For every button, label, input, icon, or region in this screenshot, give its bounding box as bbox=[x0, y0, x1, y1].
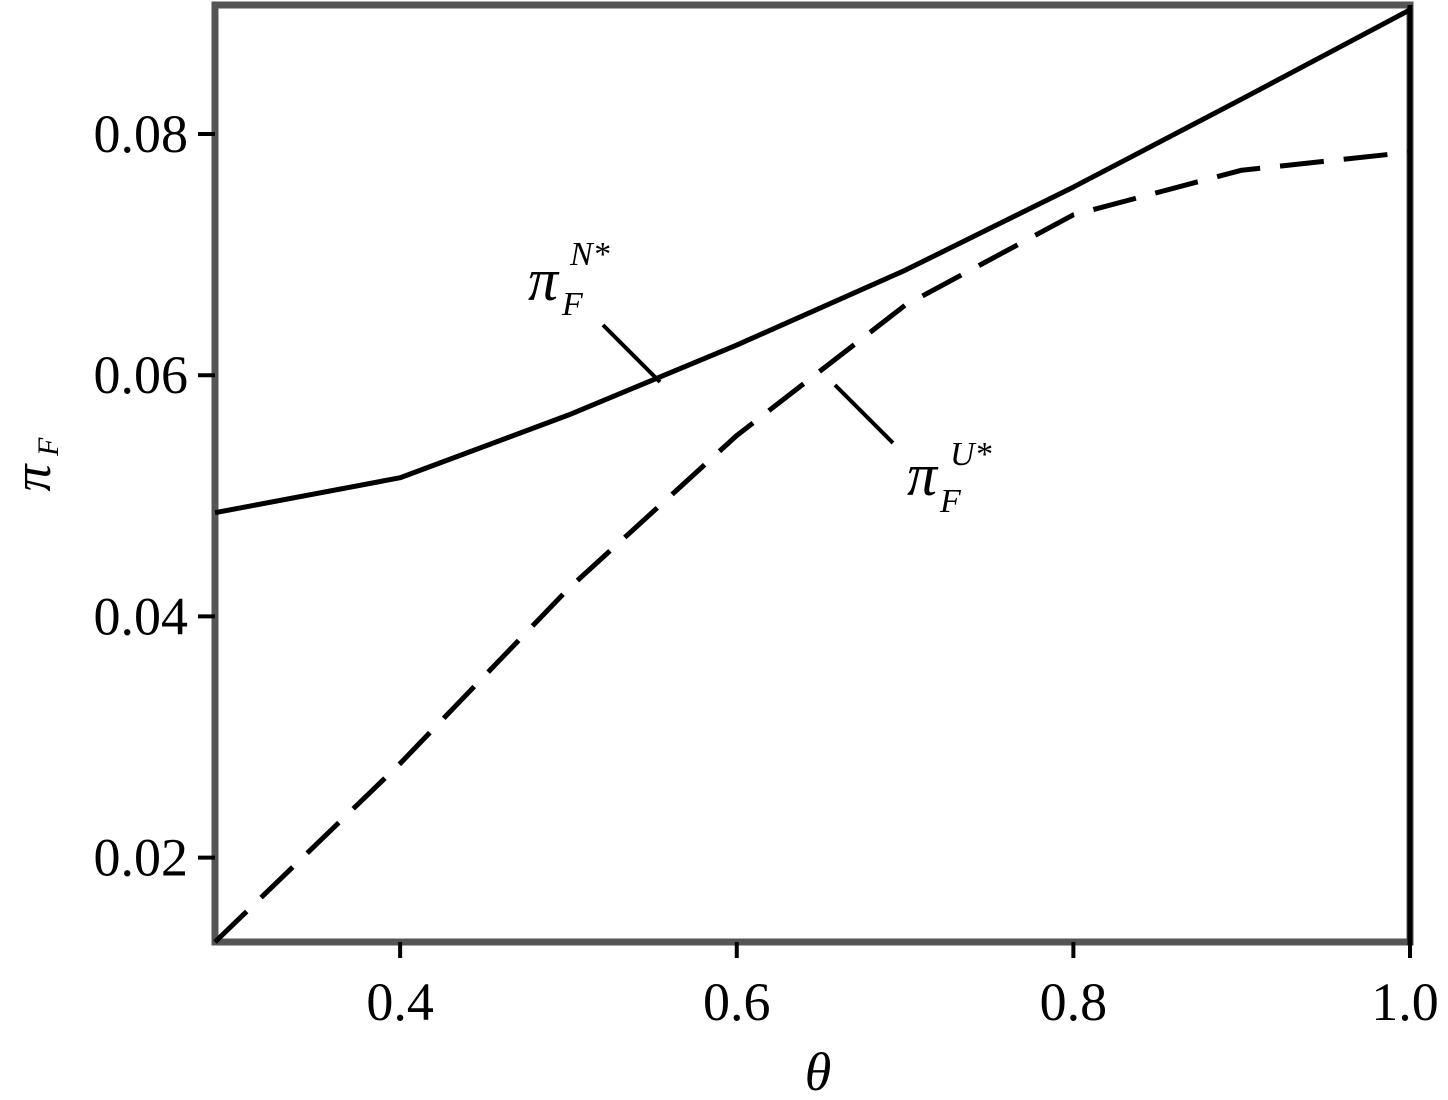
leader-line bbox=[833, 383, 895, 445]
annotation-sub: F bbox=[939, 483, 962, 520]
leader-line bbox=[601, 323, 662, 384]
x-tick-label: 0.4 bbox=[366, 972, 434, 1032]
y-tick-label: 0.04 bbox=[94, 586, 189, 646]
y-tick-label: 0.08 bbox=[94, 104, 189, 164]
y-label-symbol: π bbox=[2, 463, 62, 492]
annotation: π F N* bbox=[528, 236, 610, 323]
series-line bbox=[214, 7, 1412, 516]
y-tick-label: 0.02 bbox=[94, 828, 189, 888]
series-line bbox=[213, 149, 1411, 944]
annotation-sup: U* bbox=[950, 436, 992, 473]
annotation-sub: F bbox=[561, 286, 584, 323]
annotation-symbol: π bbox=[907, 442, 939, 508]
annotation-sup: N* bbox=[569, 236, 610, 273]
x-tick-label: 0.6 bbox=[703, 972, 771, 1032]
y-label-sub: F bbox=[32, 437, 65, 457]
annotation: π F U* bbox=[907, 436, 992, 520]
x-axis-label: θ bbox=[805, 1042, 832, 1100]
y-tick-label: 0.06 bbox=[94, 345, 189, 405]
plot-frame bbox=[211, 1, 1414, 946]
x-tick-label: 0.8 bbox=[1040, 972, 1108, 1032]
x-tick-label: 1.0 bbox=[1371, 972, 1439, 1032]
annotation-symbol: π bbox=[528, 247, 560, 313]
y-axis-label: π F bbox=[2, 437, 65, 492]
